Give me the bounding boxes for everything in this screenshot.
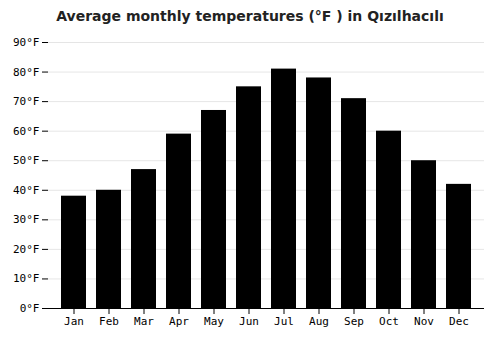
svg-text:0°F: 0°F (20, 302, 40, 315)
svg-text:90°F: 90°F (13, 36, 40, 49)
svg-text:Dec: Dec (449, 315, 469, 328)
svg-text:Nov: Nov (414, 315, 434, 328)
svg-text:10°F: 10°F (13, 272, 40, 285)
svg-text:Apr: Apr (169, 315, 189, 328)
svg-text:40°F: 40°F (13, 184, 40, 197)
svg-text:50°F: 50°F (13, 154, 40, 167)
svg-text:May: May (204, 315, 224, 328)
svg-text:Oct: Oct (379, 315, 399, 328)
svg-text:20°F: 20°F (13, 243, 40, 256)
svg-text:Jun: Jun (239, 315, 259, 328)
svg-text:70°F: 70°F (13, 95, 40, 108)
svg-text:Jan: Jan (64, 315, 84, 328)
svg-text:Mar: Mar (134, 315, 154, 328)
svg-text:Sep: Sep (344, 315, 364, 328)
svg-text:80°F: 80°F (13, 66, 40, 79)
html-text:Average monthly temperatures (: Average monthly temperatures (°F ) in Qı… (56, 8, 444, 24)
svg-text:60°F: 60°F (13, 125, 40, 138)
svg-text:Feb: Feb (99, 315, 119, 328)
svg-text:30°F: 30°F (13, 213, 40, 226)
svg-text:Aug: Aug (309, 315, 329, 328)
svg-text:Jul: Jul (274, 315, 294, 328)
